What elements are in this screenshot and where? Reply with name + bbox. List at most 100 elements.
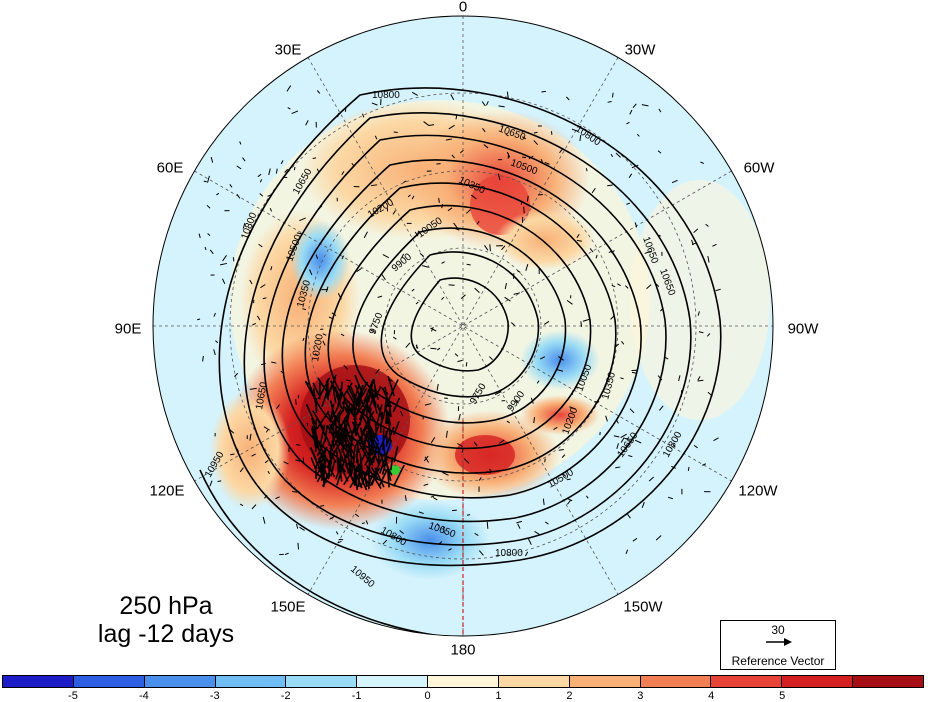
longitude-label-180: 180 bbox=[450, 641, 476, 659]
wind-vector bbox=[411, 288, 415, 292]
wind-vector bbox=[586, 495, 589, 499]
wind-vector bbox=[299, 217, 306, 222]
wind-vector bbox=[498, 439, 505, 444]
wind-vector bbox=[533, 131, 538, 134]
wind-vector bbox=[314, 463, 324, 478]
wind-vector bbox=[497, 173, 501, 181]
wind-vector bbox=[203, 180, 207, 183]
wind-vector bbox=[445, 430, 448, 438]
wind-vector bbox=[371, 102, 378, 106]
wind-vector bbox=[627, 514, 631, 519]
wind-vector bbox=[443, 526, 445, 534]
wind-vector bbox=[470, 194, 477, 200]
wind-vector bbox=[697, 311, 700, 316]
wind-vector bbox=[455, 114, 458, 120]
wind-vector bbox=[459, 149, 464, 154]
wind-vector bbox=[376, 404, 385, 420]
wind-vector bbox=[626, 121, 630, 125]
wind-vector bbox=[346, 420, 355, 441]
wind-vector bbox=[337, 540, 342, 544]
wind-vector bbox=[239, 141, 242, 145]
wind-vector bbox=[526, 195, 529, 202]
wind-vector bbox=[340, 451, 349, 471]
wind-vector bbox=[415, 301, 419, 305]
wind-vector bbox=[342, 451, 350, 473]
wind-vector bbox=[221, 278, 226, 284]
wind-vector bbox=[339, 431, 351, 451]
wind-vector bbox=[431, 326, 434, 332]
wind-vector bbox=[369, 426, 380, 442]
colorbar-tick-label: 3 bbox=[637, 690, 644, 702]
wind-vector bbox=[215, 340, 219, 344]
wind-vector bbox=[370, 329, 376, 333]
colorbar-tick-label: 0 bbox=[424, 690, 431, 702]
wind-vector bbox=[343, 364, 349, 370]
wind-vector bbox=[310, 457, 317, 471]
wind-vector bbox=[322, 333, 327, 336]
height-contours bbox=[199, 87, 722, 636]
wind-vector bbox=[382, 539, 388, 545]
wind-vector bbox=[297, 542, 300, 550]
wind-vector bbox=[561, 454, 566, 458]
wind-vector bbox=[510, 322, 516, 326]
wind-vector bbox=[229, 184, 233, 188]
wind-vector bbox=[295, 523, 299, 529]
wind-vector bbox=[430, 495, 435, 498]
wind-vector bbox=[620, 433, 627, 438]
wind-vector bbox=[436, 347, 441, 351]
wind-vector bbox=[527, 538, 532, 545]
wind-vector bbox=[242, 223, 246, 229]
wind-vector bbox=[309, 269, 313, 276]
wind-vector bbox=[259, 193, 264, 197]
wind-vector bbox=[407, 194, 411, 198]
wind-vector bbox=[403, 180, 407, 184]
wind-vector bbox=[450, 94, 455, 101]
wind-vector bbox=[418, 511, 424, 515]
wind-vector bbox=[671, 179, 678, 184]
wind-vector bbox=[284, 168, 289, 173]
wind-vector bbox=[517, 270, 521, 273]
wind-vector bbox=[460, 294, 466, 300]
wind-vector bbox=[339, 388, 347, 402]
wind-vector bbox=[541, 90, 546, 93]
wind-vector bbox=[553, 426, 558, 430]
wind-vector bbox=[534, 530, 540, 535]
wind-vector bbox=[626, 202, 631, 205]
wind-vector bbox=[657, 234, 661, 237]
wind-vector bbox=[387, 376, 395, 397]
wind-vector bbox=[322, 340, 326, 346]
wind-vector bbox=[517, 523, 521, 529]
wind-vector bbox=[620, 437, 625, 443]
wind-vector bbox=[312, 410, 324, 429]
wind-vector bbox=[249, 433, 252, 441]
colorbar-segment bbox=[711, 676, 783, 687]
wind-vector bbox=[504, 296, 511, 302]
wind-vector bbox=[209, 249, 214, 255]
wind-vector bbox=[466, 263, 471, 266]
wind-vector bbox=[236, 165, 242, 170]
wind-vector bbox=[262, 297, 267, 300]
longitude-label-150w: 150W bbox=[623, 598, 663, 616]
wind-vector bbox=[678, 375, 681, 382]
wind-vector bbox=[346, 437, 354, 459]
wind-vector bbox=[504, 282, 507, 290]
wind-vector bbox=[388, 401, 392, 417]
wind-vector bbox=[356, 451, 367, 473]
wind-vector bbox=[430, 347, 437, 350]
wind-vector bbox=[485, 101, 489, 106]
wind-vector bbox=[334, 440, 344, 461]
wind-vector bbox=[385, 430, 388, 444]
wind-vector bbox=[333, 430, 344, 449]
wind-vector bbox=[501, 245, 506, 251]
wind-vector bbox=[371, 184, 378, 187]
wind-vector bbox=[318, 205, 323, 210]
wind-vector bbox=[359, 472, 368, 488]
wind-vector bbox=[441, 296, 445, 301]
wind-vector bbox=[351, 163, 355, 167]
wind-vector bbox=[478, 550, 484, 556]
wind-vector bbox=[378, 468, 388, 487]
wind-vector bbox=[542, 498, 545, 506]
wind-vector bbox=[329, 403, 335, 422]
wind-vector bbox=[453, 222, 458, 229]
wind-vector bbox=[350, 393, 361, 413]
